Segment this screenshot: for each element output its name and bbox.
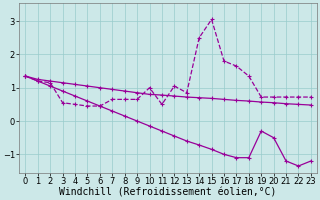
X-axis label: Windchill (Refroidissement éolien,°C): Windchill (Refroidissement éolien,°C) [60, 187, 277, 197]
